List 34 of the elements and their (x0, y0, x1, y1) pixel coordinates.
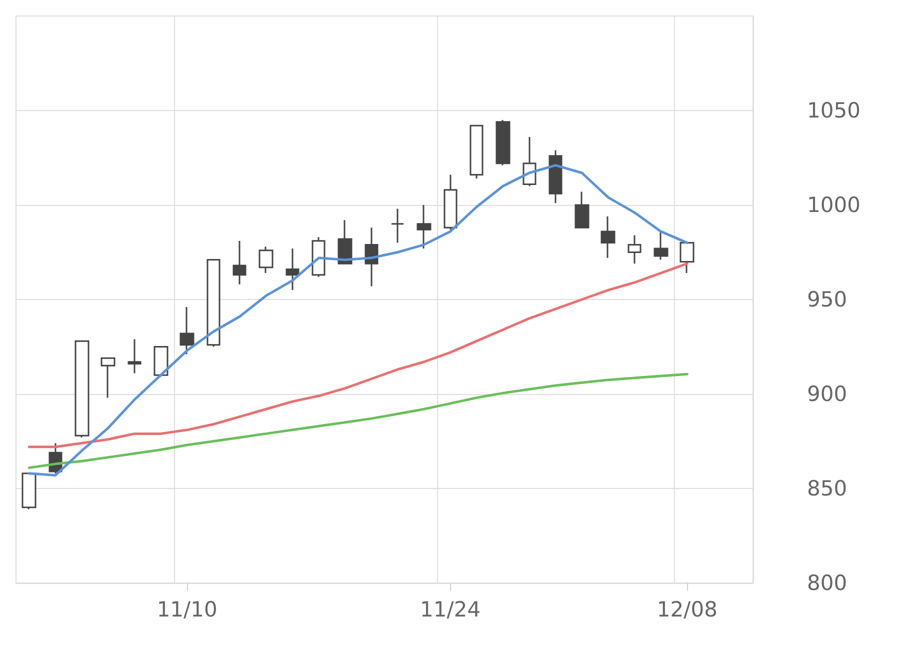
candlestick (416, 204, 432, 250)
candlestick (600, 216, 616, 259)
candlestick (338, 219, 352, 264)
x-tick-label: 11/24 (420, 598, 481, 622)
y-tick-label: 950 (807, 288, 848, 312)
y-tick-label: 800 (807, 571, 848, 595)
candlestick (258, 246, 274, 274)
y-tick-label: 850 (807, 476, 848, 500)
candlestick (548, 149, 562, 204)
candlestick (100, 357, 116, 399)
line-series (28, 372, 688, 469)
candlestick (496, 119, 510, 166)
candlestick (574, 191, 590, 228)
candlestick (680, 242, 694, 274)
y-tick-label: 1000 (807, 193, 860, 217)
y-tick-label: 900 (807, 382, 848, 406)
candlestick (444, 174, 458, 230)
candlestick (180, 306, 194, 356)
x-tick-label: 12/08 (656, 598, 718, 622)
candlestick (628, 234, 642, 264)
candlestick (312, 236, 326, 278)
x-tick-label: 11/10 (156, 598, 218, 622)
line-series (28, 262, 688, 448)
candlestick (654, 230, 668, 261)
candlestick (74, 340, 90, 438)
candlestick (286, 248, 300, 291)
candlestick (128, 338, 142, 374)
candlestick (470, 124, 484, 180)
candlestick (390, 208, 404, 244)
y-tick-label: 1050 (807, 98, 860, 122)
candlestick (232, 240, 246, 286)
candlestick (22, 472, 36, 510)
candlestick (206, 259, 220, 348)
line-series (28, 164, 688, 477)
